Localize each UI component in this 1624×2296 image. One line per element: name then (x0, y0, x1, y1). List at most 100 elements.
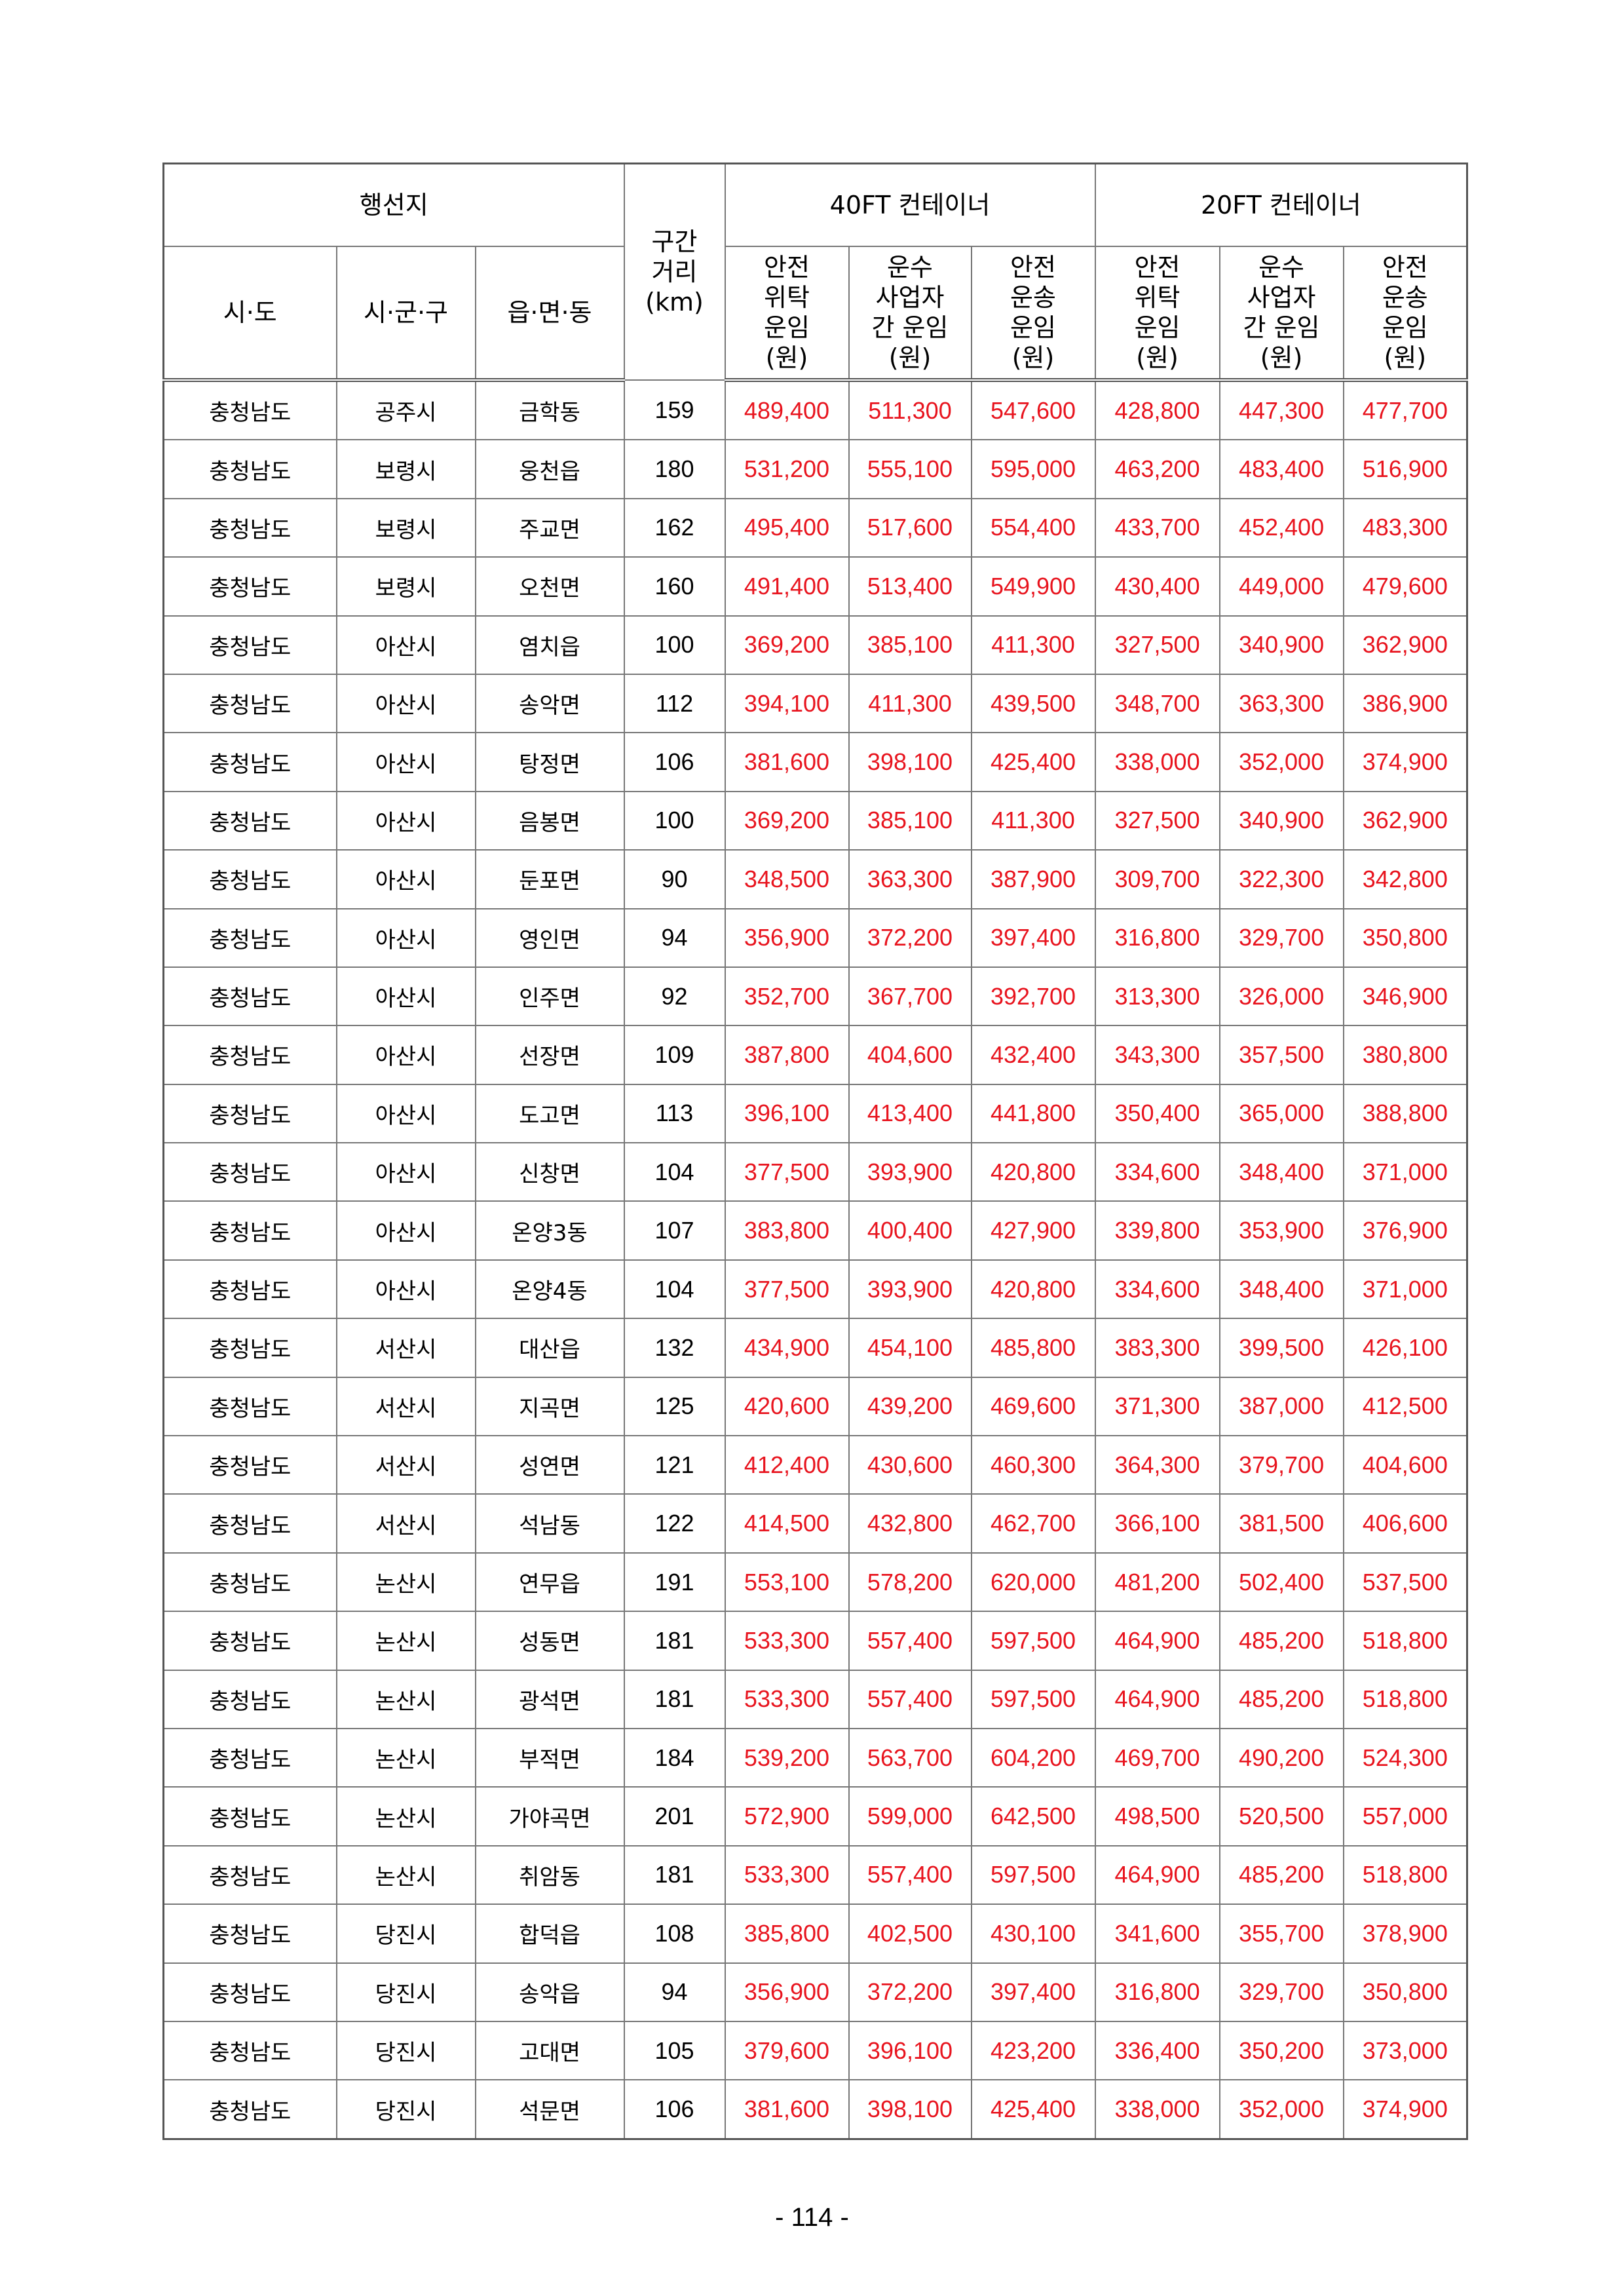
cell-20ft-transport-rate: 378,900 (1342, 1904, 1468, 1964)
cell-40ft-transport-rate: 554,400 (970, 497, 1096, 558)
table-row: 충청남도 아산시 영인면 94 356,900 372,200 397,400 316,800… (162, 908, 1468, 968)
cell-20ft-transport-rate: 477,700 (1342, 379, 1468, 441)
cell-40ft-consign-rate: 414,500 (724, 1493, 850, 1554)
cell-20ft-transport-rate: 350,800 (1342, 908, 1468, 968)
cell-20ft-carrier-rate: 399,500 (1218, 1318, 1344, 1378)
cell-sigungu: 아산시 (335, 673, 476, 734)
table-row: 충청남도 논산시 취암동 181 533,300 557,400 597,500 464,90… (162, 1845, 1468, 1905)
cell-40ft-carrier-rate: 413,400 (848, 1083, 972, 1144)
cell-distance: 100 (623, 790, 726, 851)
cell-40ft-consign-rate: 434,900 (724, 1318, 850, 1378)
table-row: 충청남도 아산시 탕정면 106 381,600 398,100 425,400 338,00… (162, 732, 1468, 792)
cell-40ft-transport-rate: 604,200 (970, 1727, 1096, 1788)
cell-sido: 충청남도 (162, 1552, 337, 1613)
cell-distance: 104 (623, 1259, 726, 1320)
cell-distance: 122 (623, 1493, 726, 1554)
cell-sigungu: 공주시 (335, 379, 476, 441)
cell-sigungu: 당진시 (335, 2020, 476, 2081)
cell-sigungu: 서산시 (335, 1376, 476, 1437)
cell-40ft-carrier-rate: 400,400 (848, 1200, 972, 1261)
cell-sido: 충청남도 (162, 497, 337, 558)
cell-40ft-transport-rate: 392,700 (970, 966, 1096, 1027)
cell-eupmyeondong: 음봉면 (474, 790, 625, 851)
cell-40ft-carrier-rate: 430,600 (848, 1435, 972, 1495)
cell-40ft-carrier-rate: 396,100 (848, 2020, 972, 2081)
cell-40ft-consign-rate: 369,200 (724, 615, 850, 675)
cell-40ft-transport-rate: 425,400 (970, 2079, 1096, 2140)
cell-40ft-transport-rate: 430,100 (970, 1904, 1096, 1964)
cell-sido: 충청남도 (162, 1962, 337, 2022)
cell-distance: 108 (623, 1904, 726, 1964)
cell-20ft-consign-rate: 338,000 (1094, 2079, 1220, 2140)
cell-distance: 181 (623, 1845, 726, 1905)
cell-distance: 113 (623, 1083, 726, 1144)
cell-sido: 충청남도 (162, 1025, 337, 1085)
header-40ft-transport-rate: 안전 운송 운임 (원) (970, 246, 1096, 382)
cell-20ft-transport-rate: 524,300 (1342, 1727, 1468, 1788)
cell-eupmyeondong: 가야곡면 (474, 1786, 625, 1846)
cell-eupmyeondong: 영인면 (474, 908, 625, 968)
cell-20ft-consign-rate: 430,400 (1094, 556, 1220, 617)
header-20ft-carrier-rate: 운수 사업자 간 운임 (원) (1218, 246, 1344, 382)
cell-sigungu: 서산시 (335, 1318, 476, 1378)
cell-40ft-transport-rate: 460,300 (970, 1435, 1096, 1495)
cell-sido: 충청남도 (162, 1493, 337, 1554)
cell-20ft-consign-rate: 338,000 (1094, 732, 1220, 792)
cell-40ft-consign-rate: 531,200 (724, 439, 850, 499)
cell-eupmyeondong: 오천면 (474, 556, 625, 617)
header-distance: 구간 거리 (km) (623, 163, 726, 381)
cell-20ft-transport-rate: 374,900 (1342, 732, 1468, 792)
cell-eupmyeondong: 송악면 (474, 673, 625, 734)
cell-eupmyeondong: 둔포면 (474, 849, 625, 909)
cell-sigungu: 논산시 (335, 1786, 476, 1846)
cell-20ft-consign-rate: 366,100 (1094, 1493, 1220, 1554)
cell-40ft-consign-rate: 489,400 (724, 379, 850, 441)
table-row: 충청남도 아산시 도고면 113 396,100 413,400 441,800 350,40… (162, 1083, 1468, 1144)
cell-40ft-transport-rate: 387,900 (970, 849, 1096, 909)
cell-20ft-carrier-rate: 326,000 (1218, 966, 1344, 1027)
cell-sigungu: 아산시 (335, 732, 476, 792)
cell-eupmyeondong: 지곡면 (474, 1376, 625, 1437)
header-40ft-carrier-rate: 운수 사업자 간 운임 (원) (848, 246, 972, 382)
cell-40ft-transport-rate: 420,800 (970, 1259, 1096, 1320)
cell-sigungu: 아산시 (335, 908, 476, 968)
cell-40ft-consign-rate: 377,500 (724, 1259, 850, 1320)
table-row: 충청남도 보령시 주교면 162 495,400 517,600 554,400 433,70… (162, 497, 1468, 558)
table-row: 충청남도 논산시 광석면 181 533,300 557,400 597,500 464,90… (162, 1669, 1468, 1729)
table-row: 충청남도 보령시 오천면 160 491,400 513,400 549,900 430,40… (162, 556, 1468, 617)
cell-40ft-carrier-rate: 578,200 (848, 1552, 972, 1613)
cell-20ft-carrier-rate: 449,000 (1218, 556, 1344, 617)
cell-40ft-consign-rate: 383,800 (724, 1200, 850, 1261)
cell-40ft-carrier-rate: 385,100 (848, 790, 972, 851)
cell-eupmyeondong: 석문면 (474, 2079, 625, 2140)
cell-sido: 충청남도 (162, 1727, 337, 1788)
cell-40ft-carrier-rate: 393,900 (848, 1259, 972, 1320)
cell-20ft-transport-rate: 342,800 (1342, 849, 1468, 909)
cell-40ft-carrier-rate: 599,000 (848, 1786, 972, 1846)
cell-20ft-consign-rate: 464,900 (1094, 1669, 1220, 1729)
cell-20ft-consign-rate: 463,200 (1094, 439, 1220, 499)
cell-sido: 충청남도 (162, 556, 337, 617)
cell-eupmyeondong: 염치읍 (474, 615, 625, 675)
cell-sido: 충청남도 (162, 1083, 337, 1144)
cell-20ft-transport-rate: 362,900 (1342, 615, 1468, 675)
cell-40ft-carrier-rate: 555,100 (848, 439, 972, 499)
cell-40ft-transport-rate: 597,500 (970, 1611, 1096, 1671)
cell-distance: 181 (623, 1669, 726, 1729)
cell-20ft-consign-rate: 316,800 (1094, 1962, 1220, 2022)
cell-distance: 125 (623, 1376, 726, 1437)
cell-sigungu: 아산시 (335, 1083, 476, 1144)
cell-20ft-transport-rate: 518,800 (1342, 1845, 1468, 1905)
cell-20ft-transport-rate: 516,900 (1342, 439, 1468, 499)
cell-20ft-carrier-rate: 485,200 (1218, 1669, 1344, 1729)
cell-20ft-carrier-rate: 357,500 (1218, 1025, 1344, 1085)
table-row: 충청남도 당진시 송악읍 94 356,900 372,200 397,400 316,800… (162, 1962, 1468, 2022)
cell-sido: 충청남도 (162, 849, 337, 909)
cell-20ft-carrier-rate: 350,200 (1218, 2020, 1344, 2081)
cell-sigungu: 아산시 (335, 615, 476, 675)
table-row: 충청남도 당진시 고대면 105 379,600 396,100 423,200 336,40… (162, 2020, 1468, 2081)
cell-40ft-consign-rate: 385,800 (724, 1904, 850, 1964)
cell-20ft-transport-rate: 483,300 (1342, 497, 1468, 558)
cell-20ft-transport-rate: 388,800 (1342, 1083, 1468, 1144)
table-row: 충청남도 서산시 성연면 121 412,400 430,600 460,300 364,30… (162, 1435, 1468, 1495)
